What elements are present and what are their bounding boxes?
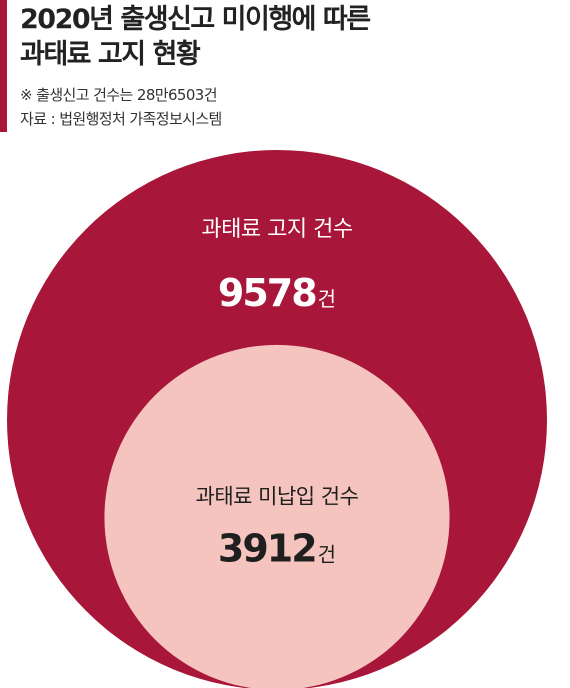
outer-value-number: 9578 bbox=[218, 271, 316, 315]
inner-value-unit: 건 bbox=[318, 542, 336, 566]
chart-title-line-1: 2020년 출생신고 미이행에 따른 bbox=[20, 4, 371, 35]
inner-value-number: 3912 bbox=[218, 526, 316, 570]
outer-value-unit: 건 bbox=[318, 287, 336, 311]
inner-circle-mark bbox=[104, 344, 450, 688]
chart-title-line-2: 과태료 고지 현황 bbox=[20, 39, 201, 70]
outer-circle-label: 과태료 고지 건수 bbox=[201, 217, 352, 242]
outer-circle-value: 9578 건 bbox=[218, 271, 336, 315]
accent-bar bbox=[0, 0, 7, 132]
inner-circle-label: 과태료 미납입 건수 bbox=[196, 484, 359, 508]
inner-circle-value: 3912 건 bbox=[218, 526, 336, 570]
chart-note: ※ 출생신고 건수는 28만6503건 bbox=[20, 86, 218, 104]
chart-source: 자료 : 법원행정처 가족정보시스템 bbox=[20, 110, 222, 128]
chart-title: 2020년 출생신고 미이행에 따른 과태료 고지 현황 bbox=[20, 2, 371, 72]
